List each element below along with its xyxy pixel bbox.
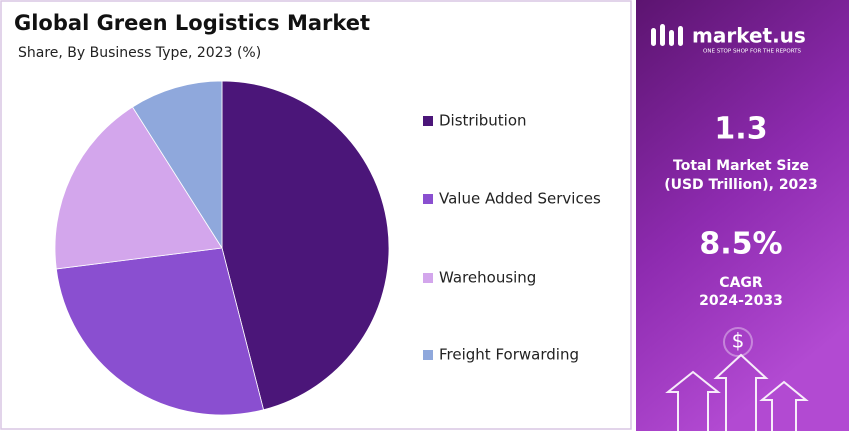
chart-subtitle: Share, By Business Type, 2023 (%) <box>18 45 261 61</box>
stat-value: 1.3 <box>714 112 767 147</box>
logo-mark <box>651 24 683 46</box>
legend-swatch <box>423 273 433 283</box>
pie-slice <box>221 80 390 411</box>
dollar-icon: $ <box>732 329 745 353</box>
legend-label: Freight Forwarding <box>439 346 579 364</box>
chart-title: Global Green Logistics Market <box>14 11 370 35</box>
pie-slice <box>54 106 223 270</box>
stat-value: 8.5% <box>699 227 782 262</box>
legend-label: Warehousing <box>439 269 536 287</box>
tagline: ONE STOP SHOP FOR THE REPORTS <box>703 49 801 55</box>
arrows-icon <box>665 327 809 431</box>
brand: market.us <box>692 24 806 48</box>
legend-label: Distribution <box>439 112 527 130</box>
chart-frame <box>0 0 632 430</box>
legend-swatch <box>423 350 433 360</box>
pie-slice <box>131 80 223 250</box>
pie-slice <box>55 247 265 416</box>
side-panel <box>636 0 849 431</box>
stat-label: Total Market Size <box>673 158 809 174</box>
stat-label: (USD Trillion), 2023 <box>664 177 818 193</box>
legend-swatch <box>423 116 433 126</box>
stat-label: CAGR <box>719 275 763 291</box>
legend-label: Value Added Services <box>439 190 601 208</box>
legend-swatch <box>423 194 433 204</box>
stat-label: 2024-2033 <box>699 293 783 309</box>
